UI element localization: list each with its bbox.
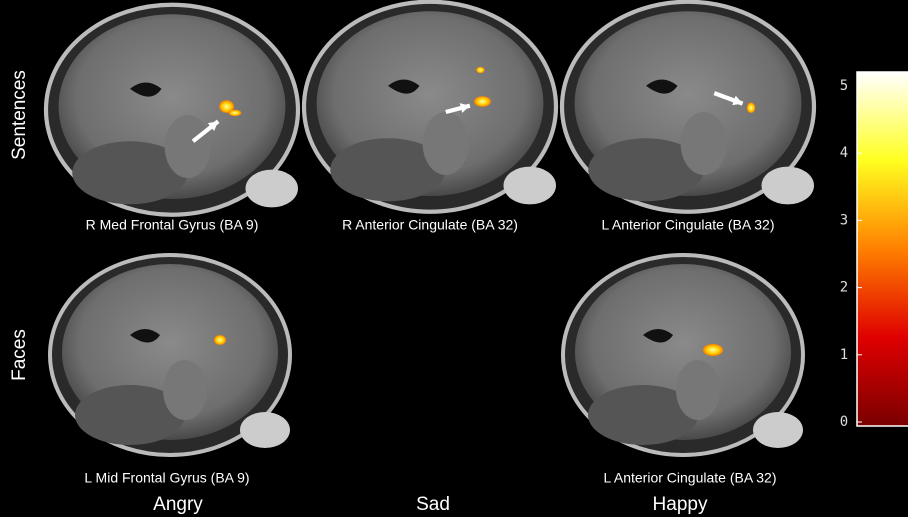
column-label: Angry	[153, 494, 203, 515]
activation	[474, 96, 491, 107]
panel-caption: R Anterior Cingulate (BA 32)	[342, 217, 518, 233]
colorbar-tick-label: 0	[840, 414, 848, 430]
figure: Sentences Faces R Med Frontal Gyrus (BA …	[0, 0, 908, 517]
row-label: Faces	[9, 329, 30, 381]
sinus	[240, 412, 290, 448]
brain-scan	[563, 255, 803, 455]
column-label: Happy	[653, 494, 708, 515]
panel-caption: L Anterior Cingulate (BA 32)	[603, 470, 776, 486]
row-label: Sentences	[9, 70, 30, 160]
activation	[476, 67, 484, 73]
sinus	[753, 412, 803, 448]
activation	[747, 103, 755, 114]
brainstem	[681, 112, 727, 175]
panel-caption: L Mid Frontal Gyrus (BA 9)	[84, 470, 249, 486]
brainstem	[165, 115, 211, 178]
sinus	[762, 167, 815, 205]
activation	[214, 335, 226, 345]
brain-scan	[46, 5, 298, 215]
sinus	[504, 167, 557, 205]
column-label: Sad	[416, 494, 450, 515]
brain-scan	[304, 2, 556, 212]
brainstem	[676, 360, 720, 420]
activation	[703, 344, 723, 356]
colorbar	[857, 72, 908, 426]
panel-caption: L Anterior Cingulate (BA 32)	[601, 217, 774, 233]
brainstem	[423, 112, 469, 175]
brain-scan	[50, 255, 290, 455]
colorbar-tick-label: 4	[840, 145, 848, 161]
panel-caption: R Med Frontal Gyrus (BA 9)	[86, 217, 259, 233]
colorbar-tick-label: 1	[840, 347, 848, 363]
brain-scan	[562, 2, 814, 212]
brainstem	[163, 360, 207, 420]
colorbar-tick-label: 5	[840, 78, 848, 94]
activation	[229, 110, 242, 116]
colorbar-tick-label: 3	[840, 212, 848, 228]
colorbar-tick-label: 2	[840, 280, 848, 296]
sinus	[246, 170, 299, 208]
